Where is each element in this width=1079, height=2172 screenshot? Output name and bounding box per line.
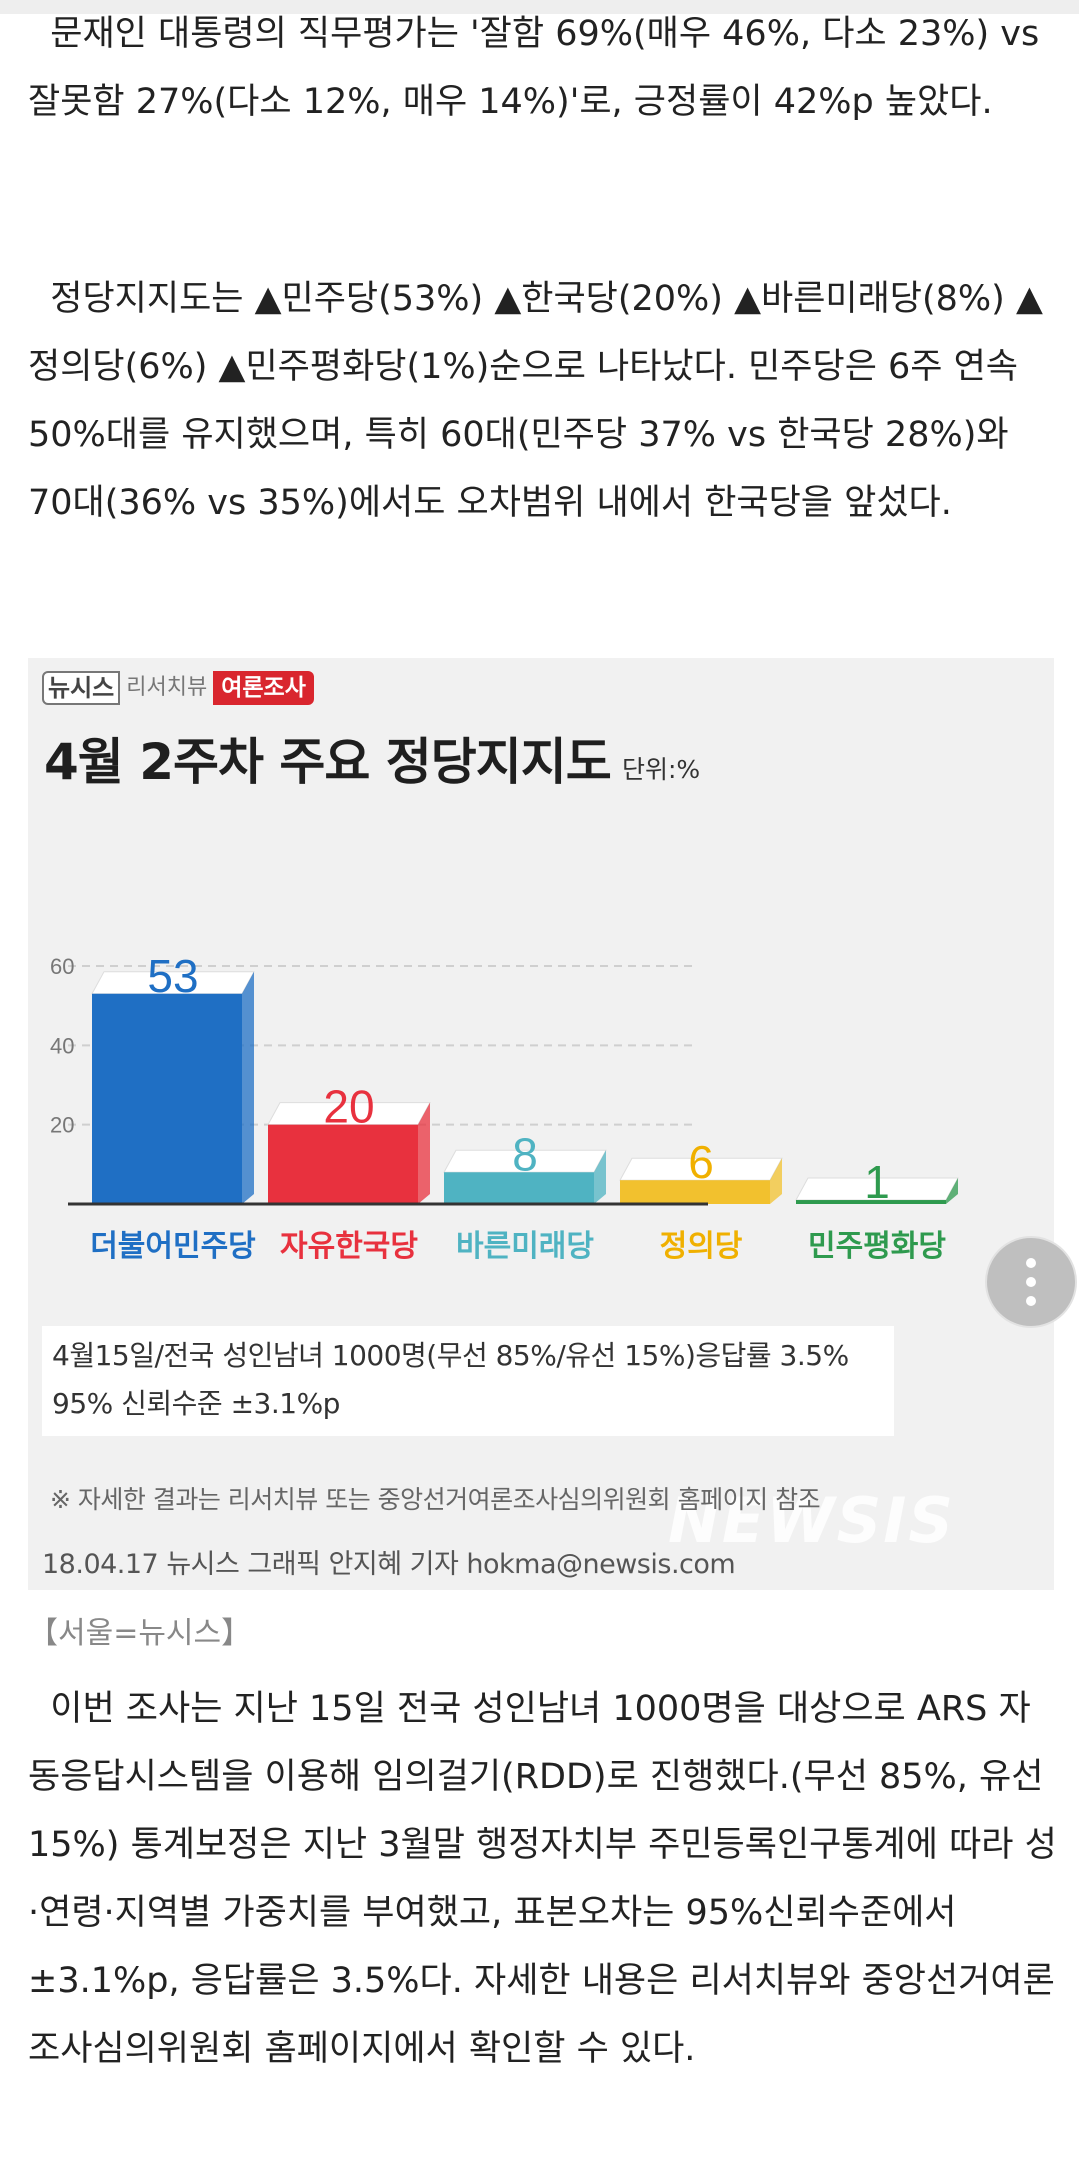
brand-researchview: 리서치뷰 xyxy=(126,675,208,700)
more-vertical-icon-dot xyxy=(1026,1277,1036,1287)
photo-caption: 【서울=뉴시스】 xyxy=(28,1616,252,1651)
y-tick-label: 40 xyxy=(50,1033,74,1058)
bar-top-face xyxy=(267,1102,431,1126)
survey-note-line-2: 95% 신뢰수준 ±3.1%p xyxy=(52,1387,340,1420)
bar-side-face xyxy=(242,971,254,1204)
bar xyxy=(92,993,242,1204)
article-paragraph-1: 문재인 대통령의 직무평가는 '잘함 69%(매우 46%, 다소 23%) v… xyxy=(28,14,1051,122)
bar-value-label: 20 xyxy=(323,1081,374,1133)
brand-badge: 뉴시스 리서치뷰 여론조사 xyxy=(42,670,314,706)
bar xyxy=(444,1172,594,1204)
bar-side-face xyxy=(418,1102,430,1204)
bar-value-label: 53 xyxy=(147,950,198,1002)
graphic-credit: 18.04.17 뉴시스 그래픽 안지혜 기자 hokma@newsis.com xyxy=(42,1549,736,1580)
reference-note: ※ 자세한 결과는 리서치뷰 또는 중앙선거여론조사심의위원회 홈페이지 참조 xyxy=(50,1485,821,1514)
category-label: 민주평화당 xyxy=(808,1229,946,1264)
brand-newsis: 뉴시스 xyxy=(42,671,121,705)
bar-value-label: 6 xyxy=(688,1136,714,1188)
bar-top-face xyxy=(443,1149,607,1173)
top-status-strip xyxy=(0,0,1079,14)
survey-note-box: 4월15일/전국 성인남녀 1000명(무선 85%/유선 15%)응답률 3.… xyxy=(42,1326,894,1436)
more-options-button[interactable] xyxy=(985,1236,1077,1328)
category-label: 자유한국당 xyxy=(280,1229,418,1264)
bar xyxy=(268,1124,418,1204)
article-paragraph-2: 정당지지도는 ▲민주당(53%) ▲한국당(20%) ▲바른미래당(8%) ▲정… xyxy=(28,279,1043,523)
chart-unit: 단위:% xyxy=(622,755,701,784)
party-support-bar-chart: 20 40 60 53 더불어민주당 20 자유한국당 8 바른미래당 6 정의당 1 민주평화당 xyxy=(50,950,959,1264)
article-paragraph-3: 이번 조사는 지난 15일 전국 성인남녀 1000명을 대상으로 ARS 자동… xyxy=(28,1689,1057,2069)
bar xyxy=(620,1180,770,1204)
bar-side-face xyxy=(594,1150,606,1204)
poll-infographic: 뉴시스 리서치뷰 여론조사 4월 2주차 주요 정당지지도 단위:% 20 40 6… xyxy=(28,658,1054,1590)
category-label: 바른미래당 xyxy=(456,1229,594,1264)
bar-side-face xyxy=(770,1158,782,1204)
survey-note-line-1: 4월15일/전국 성인남녀 1000명(무선 85%/유선 15%)응답률 3.… xyxy=(52,1339,849,1372)
chart-title: 4월 2주차 주요 정당지지도 xyxy=(44,733,612,791)
more-vertical-icon-dot xyxy=(1026,1258,1036,1268)
bar xyxy=(796,1200,946,1204)
y-tick-label: 20 xyxy=(50,1113,74,1138)
category-label: 정의당 xyxy=(660,1229,743,1264)
bar-side-face xyxy=(946,1178,958,1204)
category-label: 더불어민주당 xyxy=(90,1229,256,1264)
bar-value-label: 1 xyxy=(864,1156,890,1208)
brand-poll-tag: 여론조사 xyxy=(213,671,314,705)
more-vertical-icon-dot xyxy=(1026,1296,1036,1306)
y-tick-label: 60 xyxy=(50,954,74,979)
newsis-watermark: NEWSIS xyxy=(668,1484,956,1557)
bar-value-label: 8 xyxy=(512,1128,538,1180)
bar-top-face xyxy=(619,1157,783,1181)
